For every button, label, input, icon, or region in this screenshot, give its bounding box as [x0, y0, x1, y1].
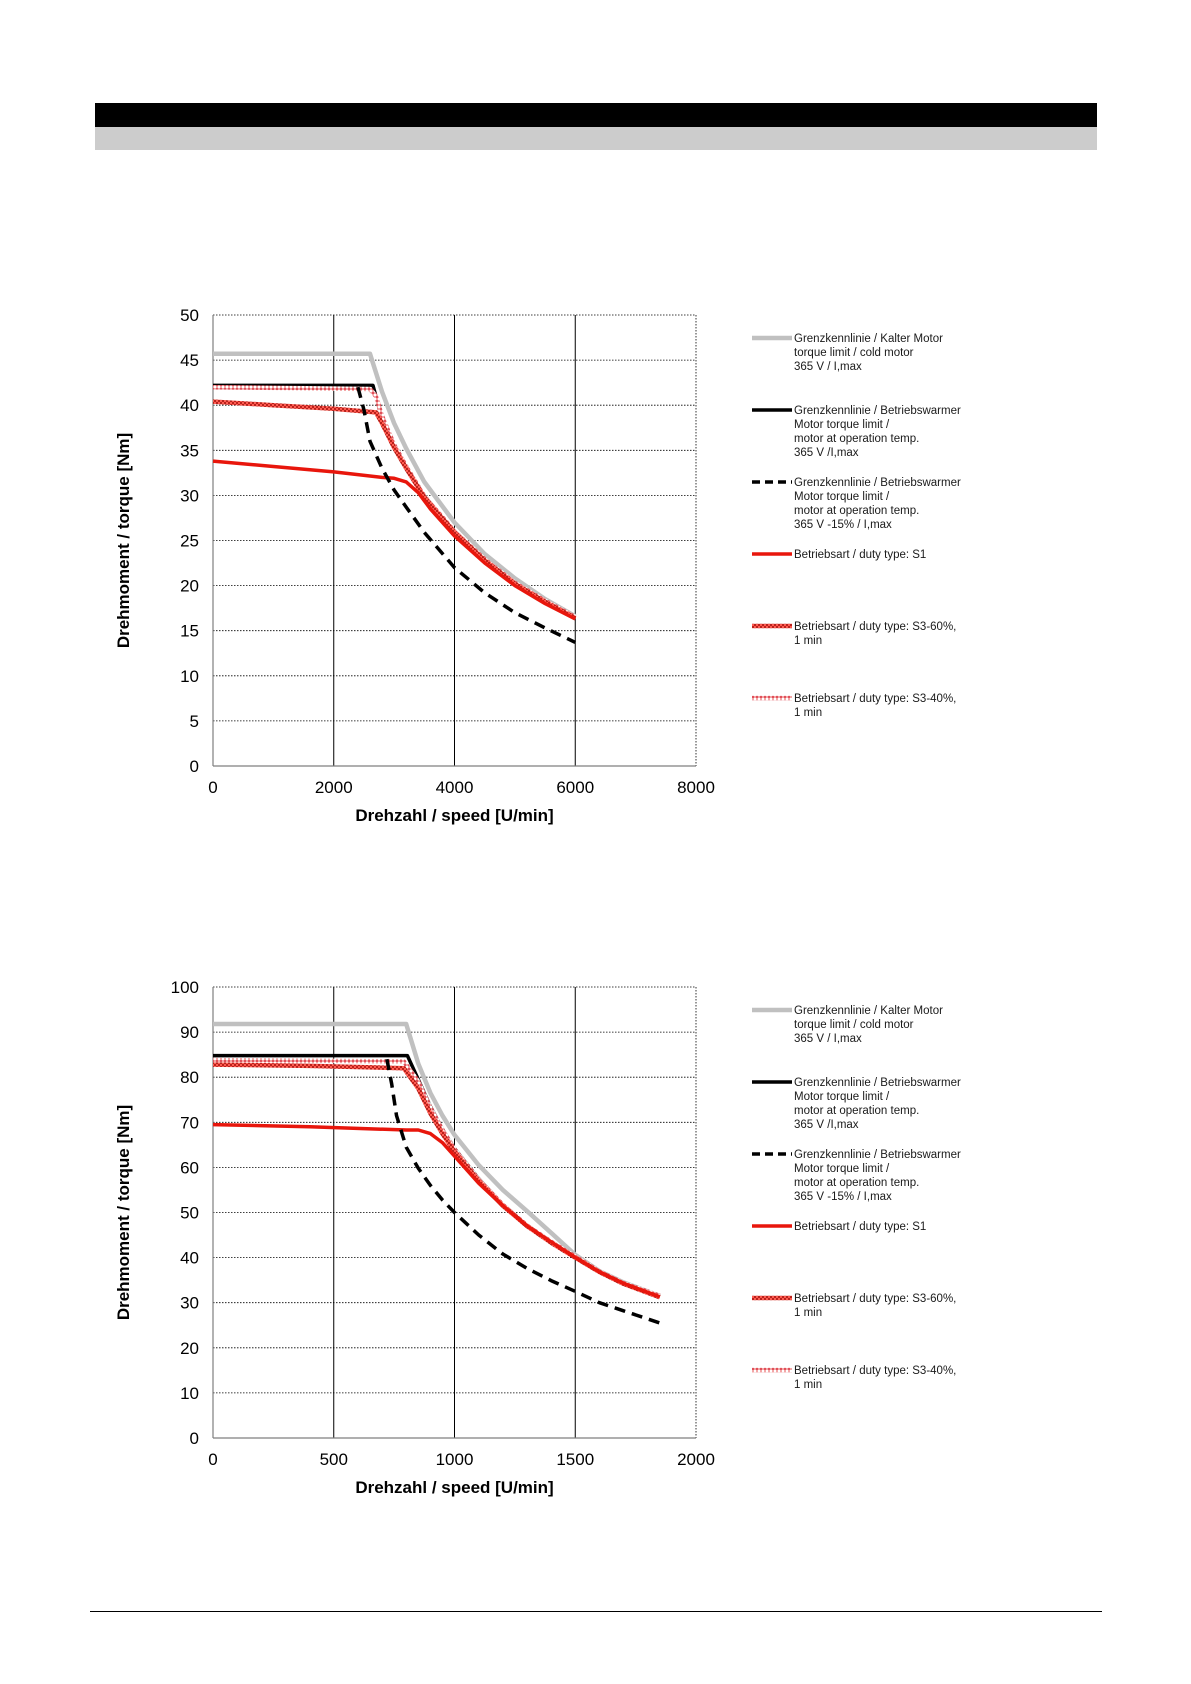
legend-line: motor at operation temp.: [794, 1177, 919, 1189]
legend-line: Betriebsart / duty type: S1: [794, 549, 926, 561]
y-tick-label: 40: [180, 1249, 199, 1268]
legend-line: Grenzkennlinie / Kalter Motor: [794, 1005, 943, 1017]
legend-line: 1 min: [794, 1379, 822, 1391]
legend-entry-s3-40: Betriebsart / duty type: S3-40%, 1 min: [794, 693, 956, 719]
legend-line: 365 V / I,max: [794, 361, 862, 373]
series-line-cold: [213, 351, 577, 619]
series-line-warm: [213, 1053, 661, 1299]
legend-line: Grenzkennlinie / Betriebswarmer: [794, 477, 961, 489]
legend-line: Grenzkennlinie / Betriebswarmer: [794, 405, 961, 417]
legend-line: 365 V -15% / I,max: [794, 1191, 892, 1203]
series-line-warm-15: [356, 386, 577, 644]
legend-line: Grenzkennlinie / Betriebswarmer: [794, 1077, 961, 1089]
legend-line: Motor torque limit /: [794, 419, 890, 431]
header-grey-bar: [95, 127, 1097, 150]
legend-entry-s3-40: Betriebsart / duty type: S3-40%, 1 min: [794, 1365, 956, 1391]
legend-line: Grenzkennlinie / Kalter Motor: [794, 333, 943, 345]
y-tick-label: 0: [190, 1429, 199, 1448]
legend-line: 1 min: [794, 1307, 822, 1319]
legend-entry-s1: Betriebsart / duty type: S1: [794, 1221, 926, 1233]
legend-line: 365 V /I,max: [794, 447, 859, 459]
legend-line: motor at operation temp.: [794, 1105, 919, 1117]
legend-entry-cold: Grenzkennlinie / Kalter Motor torque limi…: [794, 1005, 943, 1045]
x-tick-label: 1500: [556, 1450, 594, 1469]
legend-line: motor at operation temp.: [794, 505, 919, 517]
legend-line: Betriebsart / duty type: S3-40%,: [794, 1365, 956, 1377]
y-axis-label: Drehmoment / torque [Nm]: [114, 433, 133, 648]
legend-entry-warm: Grenzkennlinie / Betriebswarmer Motor tor…: [794, 1077, 961, 1131]
legend-line: Betriebsart / duty type: S3-40%,: [794, 693, 956, 705]
legend-line: Betriebsart / duty type: S1: [794, 1221, 926, 1233]
y-tick-label: 5: [190, 712, 199, 731]
legend-line: Grenzkennlinie / Betriebswarmer: [794, 1149, 961, 1161]
y-tick-label: 15: [180, 622, 199, 641]
x-tick-label: 6000: [556, 778, 594, 797]
legend-line: 365 V -15% / I,max: [794, 519, 892, 531]
legend-line: torque limit / cold motor: [794, 1019, 914, 1031]
y-tick-label: 60: [180, 1158, 199, 1177]
x-axis-label: Drehzahl / speed [U/min]: [355, 1478, 553, 1497]
legend-line: Motor torque limit /: [794, 491, 890, 503]
legend-entry-s3-60: Betriebsart / duty type: S3-60%, 1 min: [794, 621, 956, 647]
legend-line: 365 V /I,max: [794, 1119, 859, 1131]
y-tick-label: 10: [180, 1384, 199, 1403]
y-tick-label: 30: [180, 1294, 199, 1313]
y-tick-label: 90: [180, 1023, 199, 1042]
y-tick-label: 30: [180, 486, 199, 505]
x-tick-label: 500: [320, 1450, 348, 1469]
legend-entry-warm-15: Grenzkennlinie / Betriebswarmer Motor tor…: [794, 477, 961, 531]
y-tick-label: 0: [190, 757, 199, 776]
y-tick-label: 10: [180, 667, 199, 686]
series-line-warm-15: [385, 1058, 661, 1325]
series-line-s1: [212, 459, 577, 621]
legend-line: Betriebsart / duty type: S3-60%,: [794, 621, 956, 633]
legend-entry-s3-60: Betriebsart / duty type: S3-60%, 1 min: [794, 1293, 956, 1319]
y-tick-label: 50: [180, 306, 199, 325]
x-tick-label: 1000: [436, 1450, 474, 1469]
legend-line: Motor torque limit /: [794, 1163, 890, 1175]
legend-line: motor at operation temp.: [794, 433, 919, 445]
legend-line: 365 V / I,max: [794, 1033, 862, 1045]
y-tick-label: 25: [180, 532, 199, 551]
y-tick-label: 50: [180, 1204, 199, 1223]
y-tick-label: 45: [180, 351, 199, 370]
footer-rule: [90, 1611, 1102, 1612]
legend-line: torque limit / cold motor: [794, 347, 914, 359]
y-tick-label: 35: [180, 441, 199, 460]
y-tick-label: 20: [180, 577, 199, 596]
y-tick-label: 100: [171, 978, 199, 997]
x-tick-label: 8000: [677, 778, 715, 797]
x-tick-label: 0: [208, 778, 217, 797]
y-tick-label: 70: [180, 1113, 199, 1132]
y-axis-label: Drehmoment / torque [Nm]: [114, 1105, 133, 1320]
legend-entry-cold: Grenzkennlinie / Kalter Motor torque limi…: [794, 333, 943, 373]
header-black-bar: [95, 103, 1097, 127]
legend-line: Motor torque limit /: [794, 1091, 890, 1103]
y-tick-label: 80: [180, 1068, 199, 1087]
legend-line: Betriebsart / duty type: S3-60%,: [794, 1293, 956, 1305]
y-tick-label: 20: [180, 1339, 199, 1358]
x-axis-label: Drehzahl / speed [U/min]: [355, 806, 553, 825]
legend-entry-warm: Grenzkennlinie / Betriebswarmer Motor tor…: [794, 405, 961, 459]
x-tick-label: 0: [208, 1450, 217, 1469]
x-tick-label: 2000: [677, 1450, 715, 1469]
legend-entry-s1: Betriebsart / duty type: S1: [794, 549, 926, 561]
x-tick-label: 4000: [436, 778, 474, 797]
y-tick-label: 40: [180, 396, 199, 415]
legend-entry-warm-15: Grenzkennlinie / Betriebswarmer Motor tor…: [794, 1149, 961, 1203]
series-line-s3-40: [212, 1057, 661, 1299]
x-tick-label: 2000: [315, 778, 353, 797]
legend-line: 1 min: [794, 707, 822, 719]
series-line-s1: [212, 1122, 661, 1299]
torque-speed-chart-1: 0 5 10 15 20 25 30 35 40 45 50 0 2000 4000 6000 8000 Dre…: [114, 306, 961, 825]
legend-line: 1 min: [794, 635, 822, 647]
